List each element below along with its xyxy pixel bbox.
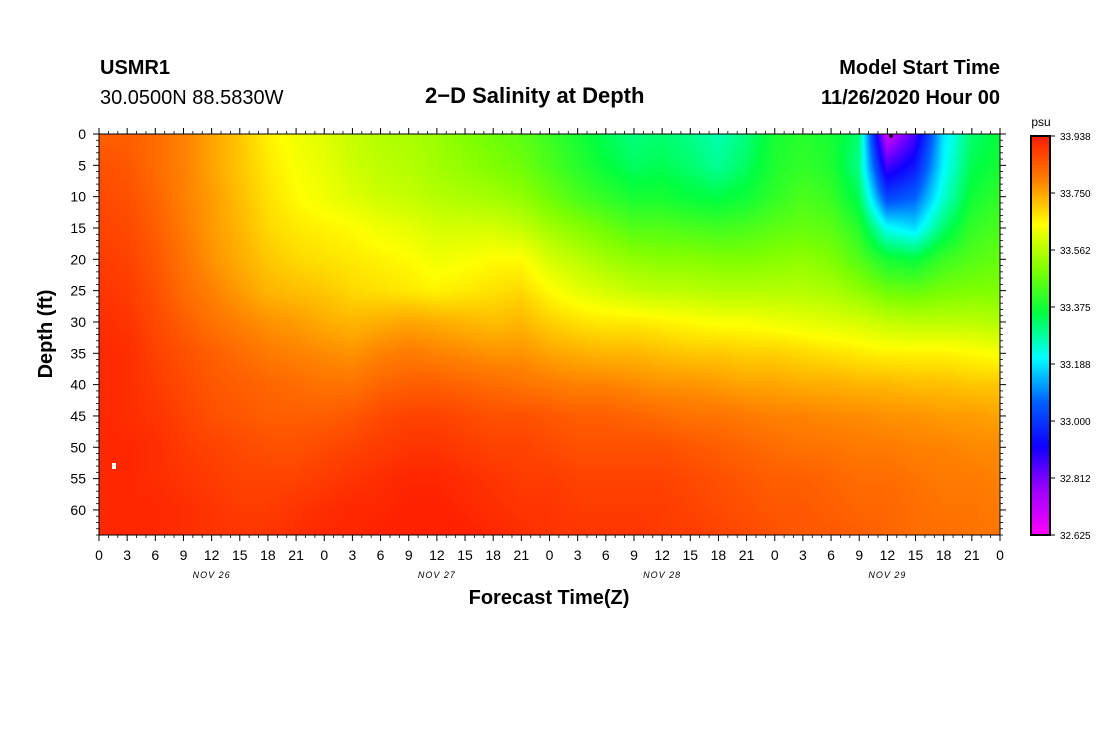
x-tick-label: 0	[320, 547, 328, 563]
y-axis-label: Depth (ft)	[35, 290, 57, 379]
day-label: NOV 26	[193, 570, 231, 580]
x-tick-label: 0	[771, 547, 779, 563]
x-tick-label: 12	[654, 547, 670, 563]
y-tick-label: 55	[70, 471, 86, 487]
colorbar-ticks: 33.938 33.750 33.562 33.375 33.188 33.000 32.8…	[1050, 132, 1091, 542]
x-tick-label: 21	[514, 547, 530, 563]
colorbar-tick-label: 33.562	[1060, 246, 1091, 257]
colorbar-unit: psu	[1031, 115, 1050, 129]
x-tick-label: 3	[799, 547, 807, 563]
colorbar-tick-label: 33.188	[1060, 360, 1091, 371]
y-tick-label: 25	[70, 283, 86, 299]
x-tick-label: 0	[95, 547, 103, 563]
x-tick-label: 18	[260, 547, 276, 563]
colorbar-tick-label: 33.938	[1060, 132, 1091, 143]
x-tick-label: 6	[602, 547, 610, 563]
x-tick-label: 6	[827, 547, 835, 563]
missing-data-marker	[112, 463, 116, 469]
colorbar-tick-label: 33.750	[1060, 189, 1091, 200]
x-tick-label: 6	[151, 547, 159, 563]
x-tick-label: 18	[485, 547, 501, 563]
x-tick-label: 21	[964, 547, 980, 563]
y-axis: 0 5 10 15 20 25 30 35 40 45 50 55 60	[70, 126, 1006, 518]
x-tick-label: 0	[546, 547, 554, 563]
x-tick-label: 12	[880, 547, 896, 563]
min-value-marker	[889, 134, 893, 138]
y-tick-label: 35	[70, 345, 86, 361]
day-label: NOV 27	[418, 570, 456, 580]
x-tick-label: 9	[180, 547, 188, 563]
colorbar: psu 33.938 33.750 33.562 33.375 33.188 33.000…	[1030, 115, 1091, 542]
station-coordinates: 30.0500N 88.5830W	[100, 87, 284, 109]
y-tick-label: 30	[70, 314, 86, 330]
y-tick-label: 15	[70, 220, 86, 236]
colorbar-fill	[1030, 135, 1051, 536]
salinity-heatmap	[99, 134, 1000, 535]
model-start-label: Model Start Time	[839, 57, 1000, 79]
station-id: USMR1	[100, 57, 171, 79]
colorbar-tick-label: 32.625	[1060, 531, 1091, 542]
x-tick-label: 21	[288, 547, 304, 563]
x-tick-label: 3	[349, 547, 357, 563]
x-tick-label: 9	[630, 547, 638, 563]
colorbar-tick-label: 33.000	[1060, 417, 1091, 428]
y-tick-label: 45	[70, 408, 86, 424]
x-tick-label: 3	[574, 547, 582, 563]
x-tick-label: 21	[739, 547, 755, 563]
minor-ticks	[96, 131, 1003, 538]
day-labels: NOV 26 NOV 27 NOV 28 NOV 29	[193, 570, 906, 580]
x-tick-label: 12	[429, 547, 445, 563]
x-tick-label: 9	[405, 547, 413, 563]
y-tick-label: 10	[70, 189, 86, 205]
colorbar-tick-label: 33.375	[1060, 303, 1091, 314]
x-axis-label: Forecast Time(Z)	[469, 587, 630, 609]
y-tick-label: 60	[70, 502, 86, 518]
x-tick-label: 12	[204, 547, 220, 563]
colorbar-tick-label: 32.812	[1060, 474, 1091, 485]
x-tick-label: 0	[996, 547, 1004, 563]
x-tick-label: 15	[682, 547, 698, 563]
x-tick-label: 9	[855, 547, 863, 563]
x-tick-label: 18	[711, 547, 727, 563]
x-tick-label: 6	[377, 547, 385, 563]
day-label: NOV 28	[643, 570, 681, 580]
y-tick-label: 20	[70, 251, 86, 267]
x-tick-label: 15	[232, 547, 248, 563]
x-tick-label: 15	[457, 547, 473, 563]
x-tick-label: 15	[908, 547, 924, 563]
x-tick-label: 18	[936, 547, 952, 563]
x-axis: 0 3 6 9 12 15 18 21 0 3 6 9 12 15 18 21 0 3 6 9 12 15 18 21 0 3 6 9…	[95, 128, 1004, 563]
x-tick-label: 3	[123, 547, 131, 563]
model-start-value: 11/26/2020 Hour 00	[820, 87, 1000, 109]
chart-title: 2−D Salinity at Depth	[425, 83, 645, 108]
y-tick-label: 50	[70, 439, 86, 455]
y-tick-label: 5	[78, 157, 86, 173]
y-tick-label: 0	[78, 126, 86, 142]
y-tick-label: 40	[70, 377, 86, 393]
day-label: NOV 29	[868, 570, 906, 580]
